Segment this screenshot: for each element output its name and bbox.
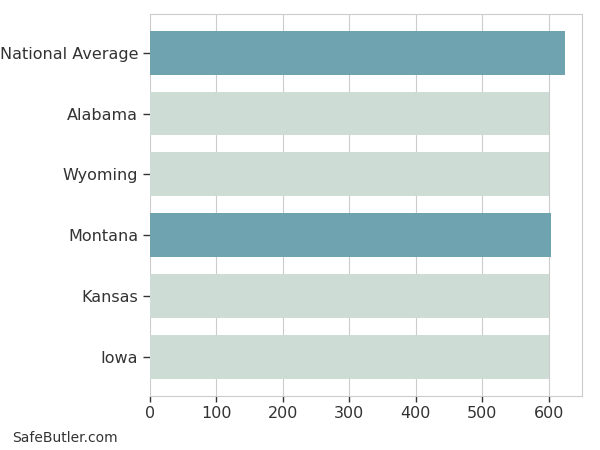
Bar bbox=[150, 153, 549, 196]
Text: SafeButler.com: SafeButler.com bbox=[12, 432, 118, 446]
Bar bbox=[150, 213, 551, 257]
Bar bbox=[150, 274, 549, 318]
Bar bbox=[150, 335, 549, 378]
Bar bbox=[150, 92, 549, 135]
Bar bbox=[150, 31, 565, 75]
